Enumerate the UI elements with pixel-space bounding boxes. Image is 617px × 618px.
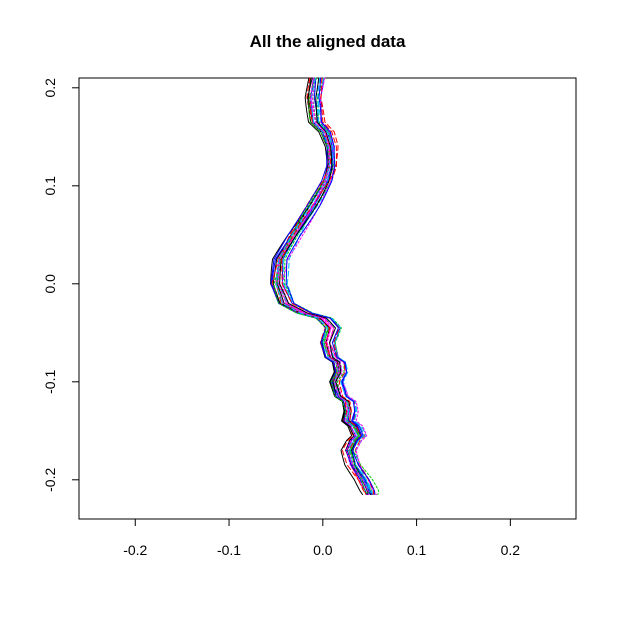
y-tick-label: 0.1 <box>42 176 58 196</box>
x-tick-label: -0.1 <box>217 542 241 558</box>
series-line <box>276 77 363 495</box>
x-tick-label: 0.1 <box>407 542 427 558</box>
y-tick-label: 0.0 <box>42 274 58 294</box>
y-tick-label: -0.1 <box>42 370 58 394</box>
series-line <box>277 77 370 495</box>
series-line <box>271 77 368 495</box>
series-line <box>275 77 370 495</box>
data-curves <box>270 77 380 495</box>
y-tick-label: -0.2 <box>42 468 58 492</box>
x-tick-label: 0.0 <box>313 542 333 558</box>
series-line <box>281 77 378 495</box>
y-tick-label: 0.2 <box>42 78 58 98</box>
x-tick-label: -0.2 <box>123 542 147 558</box>
chart-title: All the aligned data <box>250 32 406 51</box>
series-line <box>285 77 376 495</box>
y-axis: -0.2 -0.1 0.0 0.1 0.2 <box>42 78 80 492</box>
x-axis: -0.2 -0.1 0.0 0.1 0.2 <box>123 518 521 558</box>
series-line <box>275 77 369 495</box>
series-line <box>275 77 367 495</box>
x-tick-label: 0.2 <box>501 542 521 558</box>
